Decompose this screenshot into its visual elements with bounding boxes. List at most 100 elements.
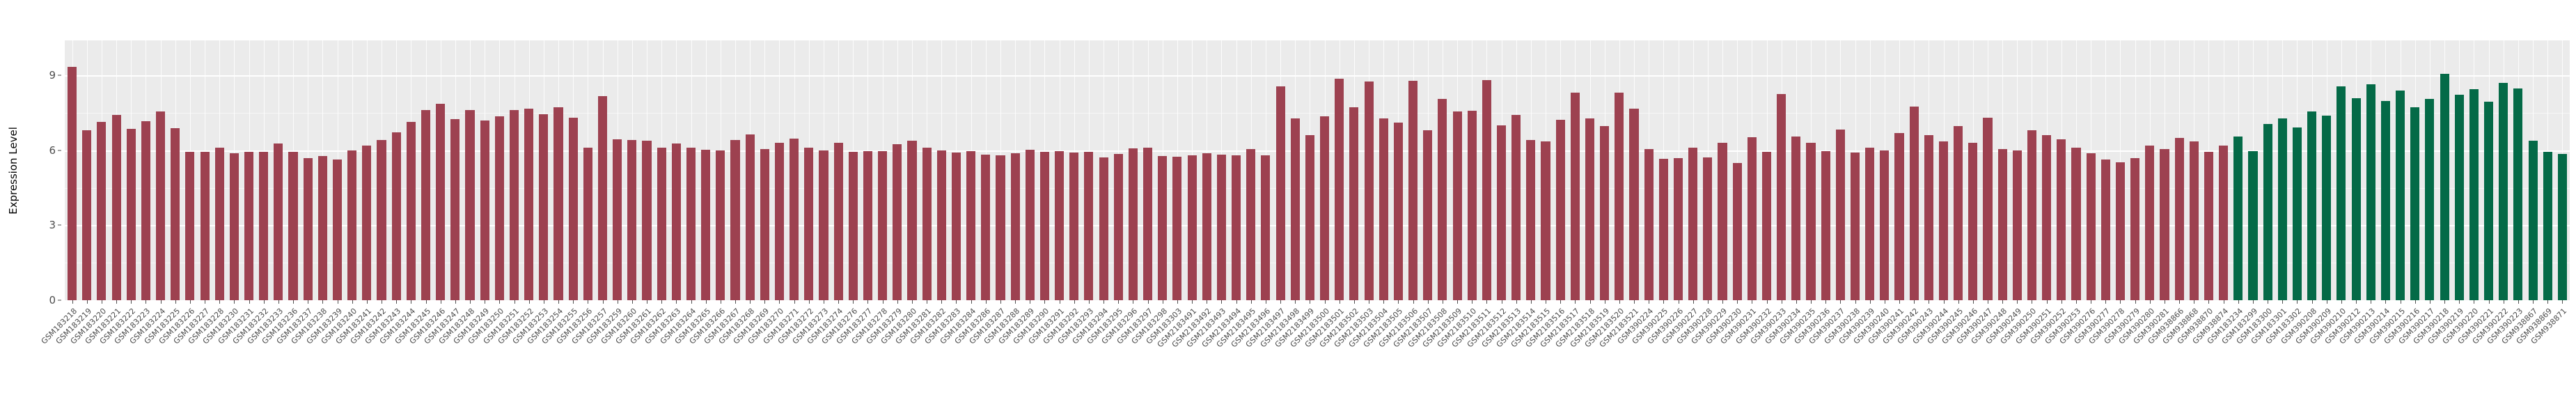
bar	[1555, 120, 1565, 300]
x-tick-mark	[1148, 300, 1149, 304]
x-tick-mark	[2341, 300, 2342, 304]
x-tick-mark	[1914, 300, 1915, 304]
x-tick-mark	[1486, 300, 1487, 304]
x-tick-mark	[661, 300, 662, 304]
bar	[907, 141, 917, 300]
bar	[2174, 137, 2184, 300]
x-tick-mark	[1619, 300, 1620, 304]
grid-line-major	[65, 75, 2570, 77]
x-tick-mark	[1251, 300, 1252, 304]
x-tick-mark	[2061, 300, 2062, 304]
bar	[1232, 155, 1241, 300]
bar	[2528, 141, 2538, 300]
bar	[2042, 134, 2052, 300]
bar	[1216, 155, 1226, 300]
bar	[2204, 151, 2213, 300]
bar	[893, 143, 902, 300]
x-tick-mark	[1796, 300, 1797, 304]
bar	[111, 114, 121, 300]
x-tick-mark	[1325, 300, 1326, 304]
bar	[2130, 157, 2140, 300]
x-tick-mark	[352, 300, 353, 304]
x-tick-mark	[1767, 300, 1768, 304]
x-tick-mark	[249, 300, 250, 304]
x-tick-mark	[1973, 300, 1974, 304]
x-tick-mark	[499, 300, 500, 304]
bar	[2543, 151, 2552, 300]
x-tick-mark	[2297, 300, 2298, 304]
bar	[1246, 149, 1256, 300]
x-tick-mark	[2017, 300, 2018, 304]
bar	[2248, 150, 2258, 300]
bar	[288, 151, 298, 300]
bar	[406, 121, 416, 300]
bar	[2440, 74, 2449, 300]
x-tick-mark	[2385, 300, 2386, 304]
bar	[1128, 148, 1138, 300]
x-tick-mark	[470, 300, 471, 304]
bar	[2233, 137, 2243, 300]
bar	[2115, 162, 2126, 300]
bar	[97, 121, 107, 300]
bar	[2100, 160, 2110, 300]
bar	[539, 114, 549, 300]
bar	[2396, 91, 2405, 300]
bar	[1526, 140, 1536, 300]
x-tick-mark	[2047, 300, 2048, 304]
y-tick-label: 3	[49, 219, 56, 232]
bar	[701, 150, 711, 300]
bar	[1496, 125, 1507, 300]
x-tick-mark	[1516, 300, 1517, 304]
bar	[745, 134, 755, 300]
bar	[583, 148, 592, 300]
bar	[2292, 127, 2302, 300]
bar	[966, 150, 976, 300]
bar	[509, 110, 519, 300]
bar	[2027, 130, 2037, 300]
bar	[317, 156, 327, 300]
x-tick-mark	[971, 300, 972, 304]
bar	[450, 118, 460, 300]
bar	[274, 143, 283, 300]
bar	[819, 150, 828, 300]
bar	[1938, 141, 1949, 300]
x-tick-mark	[1015, 300, 1016, 304]
bar	[362, 145, 372, 300]
bar	[1039, 151, 1049, 300]
bar	[2513, 88, 2523, 300]
y-tick-mark	[58, 300, 61, 301]
bar	[686, 148, 696, 300]
bar	[2012, 150, 2022, 300]
bar	[1408, 81, 1418, 300]
x-tick-mark	[1398, 300, 1399, 304]
bar	[553, 107, 563, 300]
bar	[1924, 134, 1933, 300]
x-tick-mark	[735, 300, 736, 304]
bar	[421, 110, 431, 300]
x-tick-mark	[72, 300, 73, 304]
x-tick-mark	[867, 300, 868, 304]
x-tick-mark	[1118, 300, 1119, 304]
x-tick-mark	[1944, 300, 1945, 304]
bar	[377, 140, 386, 300]
bar	[332, 160, 343, 300]
bar	[833, 143, 843, 300]
bar	[2351, 98, 2361, 300]
bar	[1349, 107, 1359, 300]
bar	[716, 150, 725, 300]
bar	[126, 129, 136, 300]
bar	[1968, 143, 1978, 300]
bar	[2337, 86, 2346, 300]
x-tick-mark	[1000, 300, 1001, 304]
bar	[1777, 94, 1786, 300]
bar	[1202, 153, 1211, 300]
bar	[1570, 93, 1580, 300]
bar	[760, 149, 769, 300]
x-tick-mark	[2356, 300, 2357, 304]
x-tick-mark	[426, 300, 427, 304]
x-tick-mark	[278, 300, 279, 304]
bar	[1629, 108, 1639, 300]
bar	[2484, 101, 2494, 300]
y-tick-mark	[58, 75, 61, 76]
bar	[1954, 125, 1963, 300]
